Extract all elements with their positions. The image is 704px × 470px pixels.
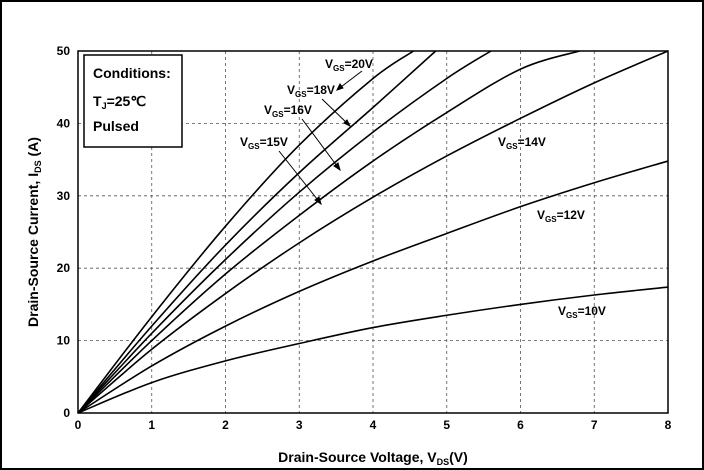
y-tick-label-5: 50 — [57, 44, 71, 58]
y-tick-label-3: 30 — [57, 189, 71, 203]
y-tick-label-0: 0 — [63, 406, 70, 420]
series-line-6 — [77, 50, 415, 414]
series-label-vgs16: VGS=16V — [264, 103, 312, 119]
series-line-1 — [77, 160, 669, 414]
arrow-vgs15 — [278, 150, 322, 205]
x-tick-label-0: 0 — [75, 418, 82, 432]
series-line-5 — [77, 50, 437, 414]
series-line-3 — [77, 50, 580, 414]
arrowhead-vgs20 — [336, 83, 344, 91]
series-label-vgs12: VGS=12V — [537, 208, 585, 224]
tick-labels: 0 1 2 3 4 5 6 7 8 0 10 20 30 40 50 — [57, 44, 672, 432]
x-tick-label-6: 6 — [517, 418, 524, 432]
arrowhead-vgs18 — [343, 119, 352, 128]
series-label-vgs18: VGS=18V — [287, 83, 335, 99]
arrowhead-vgs15 — [314, 196, 322, 206]
x-tick-label-7: 7 — [591, 418, 598, 432]
y-tick-label-4: 40 — [57, 116, 71, 130]
series-curves — [77, 50, 669, 414]
series-line-4 — [77, 50, 492, 414]
series-line-2 — [77, 50, 669, 414]
series-labels: VGS=20V VGS=18V VGS=16V VGS=15V VGS=14V … — [240, 57, 606, 320]
label-arrows — [278, 70, 363, 206]
x-tick-label-2: 2 — [222, 418, 229, 432]
series-label-vgs20: VGS=20V — [325, 57, 373, 73]
plot-area-border — [77, 50, 669, 414]
conditions-label: Conditions: — [93, 65, 171, 81]
x-tick-label-3: 3 — [296, 418, 303, 432]
x-tick-label-4: 4 — [370, 418, 377, 432]
series-line-0 — [77, 286, 669, 414]
x-tick-label-1: 1 — [148, 418, 155, 432]
x-tick-label-8: 8 — [665, 418, 672, 432]
series-label-vgs10: VGS=10V — [558, 304, 606, 320]
series-label-vgs15: VGS=15V — [240, 135, 288, 151]
y-tick-label-1: 10 — [57, 334, 71, 348]
junction-temp-label: TJ=25℃ — [93, 93, 146, 111]
y-tick-label-2: 20 — [57, 261, 71, 275]
conditions-box: Conditions: TJ=25℃ Pulsed — [83, 54, 183, 148]
arrow-vgs16 — [301, 118, 341, 171]
axes — [77, 50, 669, 414]
arrowhead-vgs16 — [333, 162, 341, 172]
y-axis-title: Drain-Source Current, IDS (A) — [25, 137, 43, 327]
x-axis-title: Drain-Source Voltage, VDS(V) — [278, 449, 468, 467]
series-label-vgs14: VGS=14V — [498, 135, 546, 151]
pulsed-label: Pulsed — [93, 118, 139, 134]
x-tick-label-5: 5 — [443, 418, 450, 432]
